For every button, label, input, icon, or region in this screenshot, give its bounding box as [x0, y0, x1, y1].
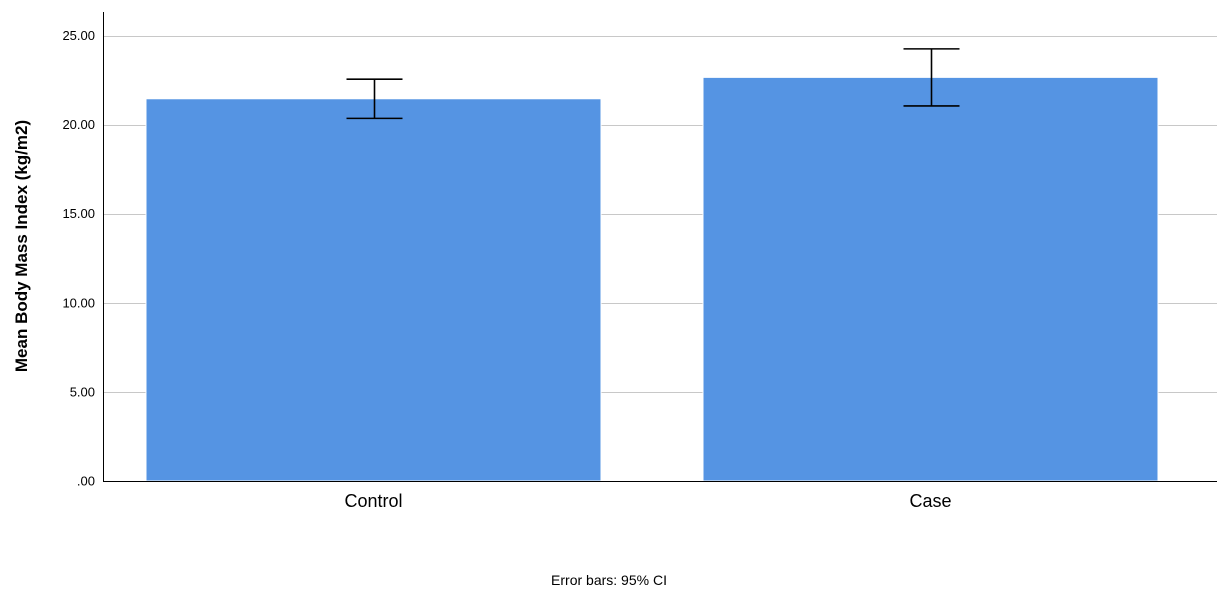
y-tick-label: .00: [77, 474, 95, 489]
y-tick-label: 25.00: [62, 28, 95, 43]
error-bars-footnote: Error bars: 95% CI: [551, 572, 667, 588]
bar-case: [702, 76, 1159, 482]
bars: [145, 76, 1159, 482]
x-tick-label-case: Case: [909, 491, 951, 511]
bar-control: [145, 98, 602, 482]
y-axis-title: Mean Body Mass Index (kg/m2): [12, 120, 31, 372]
x-tick-label-control: Control: [344, 491, 402, 511]
y-tick-label: 15.00: [62, 206, 95, 221]
axes: [103, 12, 1217, 482]
x-tick-labels: Control Case: [344, 491, 951, 511]
y-tick-label: 20.00: [62, 117, 95, 132]
y-tick-label: 5.00: [70, 384, 95, 399]
y-tick-label: 10.00: [62, 295, 95, 310]
error-bars: [346, 48, 960, 120]
y-tick-labels: .00 5.00 10.00 15.00 20.00 25.00: [62, 28, 95, 489]
